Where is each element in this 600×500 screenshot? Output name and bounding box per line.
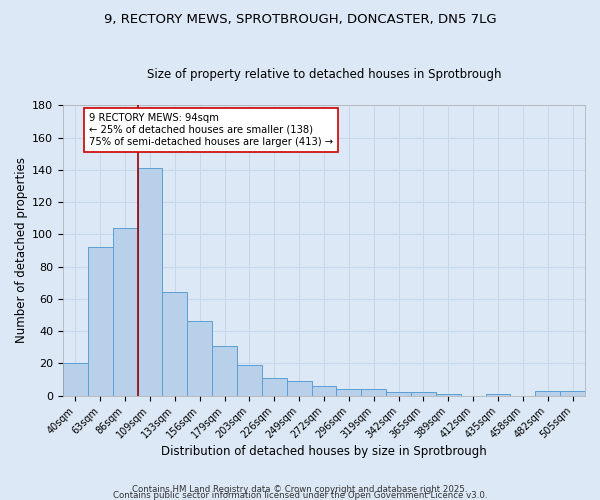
Bar [485, 394, 511, 396]
Text: Contains public sector information licensed under the Open Government Licence v3: Contains public sector information licen… [113, 491, 487, 500]
Bar [212, 346, 237, 396]
Bar [163, 292, 187, 396]
Bar [361, 389, 386, 396]
Bar [411, 392, 436, 396]
Bar [287, 381, 311, 396]
Bar [113, 228, 137, 396]
Title: Size of property relative to detached houses in Sprotbrough: Size of property relative to detached ho… [147, 68, 501, 80]
Text: Contains HM Land Registry data © Crown copyright and database right 2025.: Contains HM Land Registry data © Crown c… [132, 485, 468, 494]
Bar [262, 378, 287, 396]
Bar [311, 386, 337, 396]
Bar [88, 247, 113, 396]
Bar [137, 168, 163, 396]
Bar [337, 389, 361, 396]
Text: 9 RECTORY MEWS: 94sqm
← 25% of detached houses are smaller (138)
75% of semi-det: 9 RECTORY MEWS: 94sqm ← 25% of detached … [89, 114, 333, 146]
X-axis label: Distribution of detached houses by size in Sprotbrough: Distribution of detached houses by size … [161, 444, 487, 458]
Bar [560, 391, 585, 396]
Bar [535, 391, 560, 396]
Bar [436, 394, 461, 396]
Bar [63, 364, 88, 396]
Bar [386, 392, 411, 396]
Bar [237, 365, 262, 396]
Y-axis label: Number of detached properties: Number of detached properties [15, 158, 28, 344]
Text: 9, RECTORY MEWS, SPROTBROUGH, DONCASTER, DN5 7LG: 9, RECTORY MEWS, SPROTBROUGH, DONCASTER,… [104, 12, 496, 26]
Bar [187, 322, 212, 396]
